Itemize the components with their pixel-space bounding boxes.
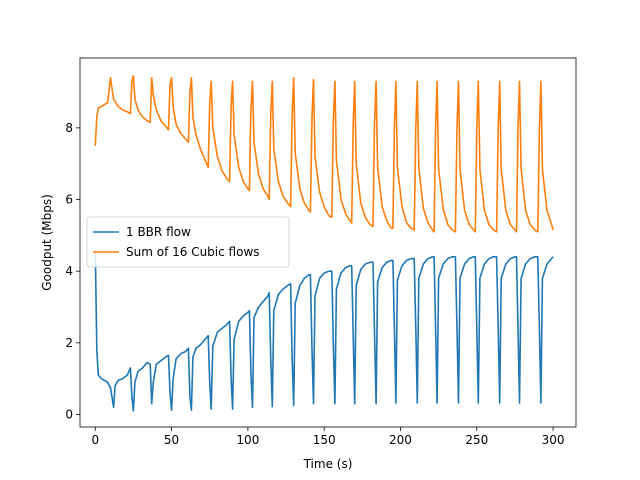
x-tick-label: 0	[91, 433, 99, 447]
y-axis: 0 2 4 6 8	[65, 121, 80, 421]
y-tick-label: 8	[65, 121, 73, 135]
legend: 1 BBR flow Sum of 16 Cubic flows	[86, 216, 290, 268]
x-tick-label: 250	[465, 433, 488, 447]
x-tick-label: 150	[313, 433, 336, 447]
y-tick-label: 4	[65, 264, 73, 278]
legend-label-2: Sum of 16 Cubic flows	[126, 245, 260, 259]
series-line-2	[94, 75, 554, 233]
y-axis-label: Goodput (Mbps)	[40, 194, 54, 291]
x-axis-label: Time (s)	[303, 457, 353, 471]
series-layer	[94, 75, 554, 412]
legend-label-1: 1 BBR flow	[126, 225, 191, 239]
y-tick-label: 6	[65, 193, 73, 207]
x-tick-label: 200	[389, 433, 412, 447]
x-tick-label: 50	[164, 433, 179, 447]
x-axis: 0 50 100 150 200 250 300	[91, 427, 565, 447]
plot-frame	[79, 57, 577, 428]
y-tick-label: 0	[65, 407, 73, 421]
legend-box	[86, 216, 290, 268]
y-tick-label: 2	[65, 336, 73, 350]
series-line-1	[94, 249, 554, 412]
x-tick-label: 300	[542, 433, 565, 447]
x-tick-label: 100	[236, 433, 259, 447]
